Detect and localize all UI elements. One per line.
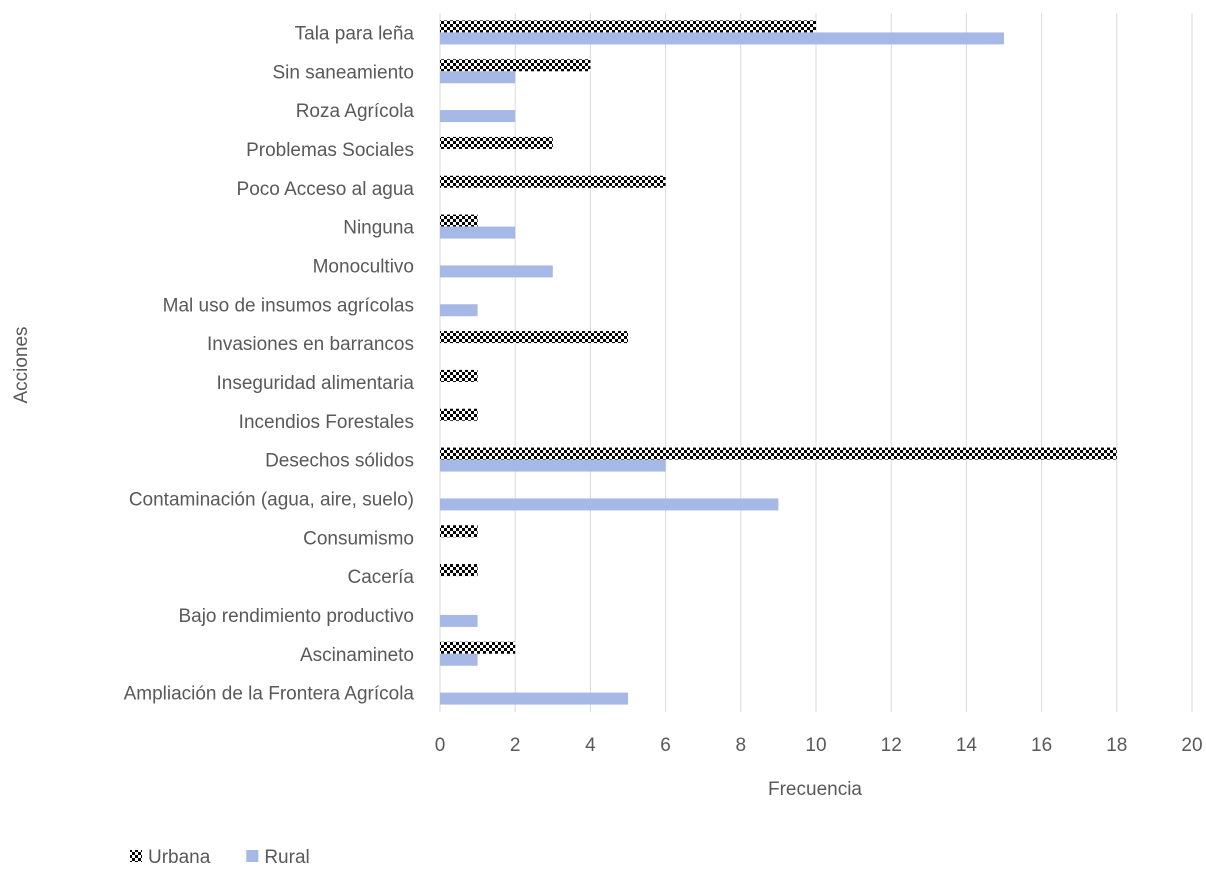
x-tick-label: 8 <box>736 735 747 756</box>
bar <box>440 32 1004 45</box>
bar <box>440 692 628 705</box>
bar <box>440 564 478 577</box>
y-tick-label: Sin saneamiento <box>272 62 414 83</box>
legend-swatch <box>246 850 259 862</box>
x-tick-label: 18 <box>1106 735 1127 756</box>
bar <box>440 447 1117 460</box>
bar <box>440 136 553 149</box>
bar <box>440 20 816 33</box>
y-tick-label: Ascinamineto <box>300 645 414 666</box>
x-tick-label: 6 <box>660 735 671 756</box>
x-tick-label: 14 <box>956 735 978 756</box>
bar <box>440 498 779 511</box>
y-tick-label: Contaminación (agua, aire, suelo) <box>129 489 414 510</box>
legend-swatch <box>130 850 142 862</box>
bar <box>440 653 478 666</box>
y-tick-label: Inseguridad alimentaria <box>216 373 414 394</box>
bar <box>440 369 478 382</box>
legend-label: Urbana <box>148 847 211 868</box>
bar <box>440 525 478 538</box>
legend-label: Rural <box>264 847 309 868</box>
bar <box>440 265 553 278</box>
y-tick-label: Ampliación de la Frontera Agrícola <box>124 684 415 705</box>
bar <box>440 459 666 472</box>
bar <box>440 408 478 421</box>
y-tick-label: Incendios Forestales <box>239 412 414 433</box>
bar <box>440 614 478 627</box>
x-axis-title: Frecuencia <box>768 779 862 800</box>
y-tick-label: Monocultivo <box>313 256 414 277</box>
y-tick-label: Problemas Sociales <box>246 140 414 161</box>
y-tick-label: Invasiones en barrancos <box>207 334 414 355</box>
y-tick-label: Ninguna <box>343 218 414 239</box>
x-tick-label: 10 <box>805 735 826 756</box>
y-tick-label: Desechos sólidos <box>265 451 414 472</box>
y-tick-label: Mal uso de insumos agrícolas <box>163 295 414 316</box>
bar <box>440 59 591 72</box>
bar <box>440 214 478 227</box>
x-tick-label: 4 <box>585 735 596 756</box>
x-tick-label: 20 <box>1181 735 1202 756</box>
x-tick-label: 0 <box>435 735 446 756</box>
y-tick-label: Bajo rendimiento productivo <box>178 606 414 627</box>
bar <box>440 226 516 239</box>
bar <box>440 331 628 344</box>
y-tick-label: Poco Acceso al agua <box>237 179 415 200</box>
x-tick-label: 16 <box>1031 735 1052 756</box>
bar <box>440 641 516 654</box>
y-tick-label: Roza Agrícola <box>296 101 415 122</box>
y-axis-title: Acciones <box>11 326 32 403</box>
bar <box>440 110 516 123</box>
y-tick-label: Cacería <box>347 567 414 588</box>
bar <box>440 71 516 84</box>
y-tick-label: Tala para leña <box>295 23 415 44</box>
bar <box>440 175 666 188</box>
bar <box>440 304 478 317</box>
x-tick-label: 2 <box>510 735 521 756</box>
x-tick-label: 12 <box>881 735 902 756</box>
y-tick-label: Consumismo <box>303 528 414 549</box>
